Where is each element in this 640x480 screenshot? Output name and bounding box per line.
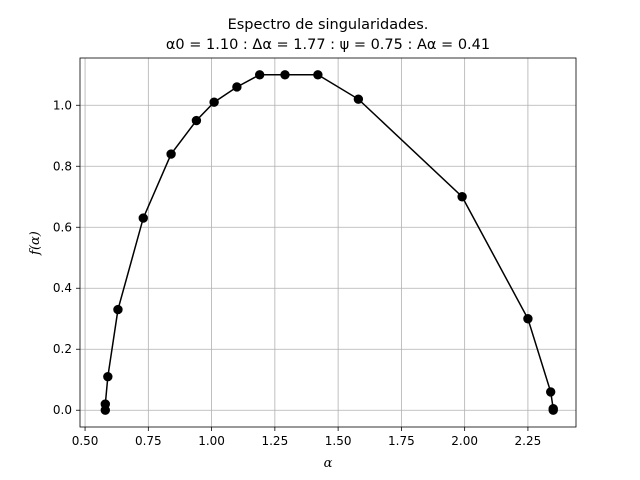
x-axis-label: α <box>324 456 333 471</box>
data-point <box>280 70 290 80</box>
data-point <box>254 70 265 80</box>
series-layer <box>100 70 558 415</box>
y-tick-label: 0.0 <box>53 403 72 417</box>
x-tick-label: 0.75 <box>135 434 162 448</box>
data-point <box>191 115 202 126</box>
chart-title-line2: α0 = 1.10 : Δα = 1.77 : ψ = 0.75 : Aα = … <box>166 37 490 53</box>
x-tick-label: 1.00 <box>198 434 225 448</box>
plot-frame <box>79 57 577 428</box>
data-point <box>353 94 364 104</box>
data-point <box>138 213 148 223</box>
x-tick-label: 1.75 <box>388 434 415 448</box>
y-tick-label: 0.8 <box>53 159 72 173</box>
x-tick-label: 2.25 <box>515 434 542 448</box>
grid <box>80 58 576 427</box>
x-tick-label: 1.50 <box>325 434 352 448</box>
y-tick-label: 0.4 <box>53 281 72 295</box>
data-point <box>457 192 467 202</box>
y-tick-label: 0.2 <box>53 342 72 356</box>
series-line <box>104 74 554 411</box>
data-point <box>232 82 242 92</box>
data-point <box>100 399 111 409</box>
data-point <box>523 314 533 324</box>
axis-ticks: 0.50 0.75 1.00 1.25 1.50 1.75 2.00 2.25 0.0 0.2 0.… <box>53 98 541 448</box>
x-tick-label: 1.25 <box>261 434 288 448</box>
data-point <box>548 405 558 415</box>
data-point <box>166 149 176 159</box>
y-tick-label: 1.0 <box>53 98 72 112</box>
x-tick-label: 2.00 <box>451 434 478 448</box>
y-tick-label: 0.6 <box>53 220 72 234</box>
x-tick-label: 0.50 <box>72 434 99 448</box>
data-point <box>103 371 113 382</box>
y-axis-label: f(α) <box>28 231 43 256</box>
chart-title-line1: Espectro de singularidades. <box>228 17 429 33</box>
data-point <box>113 304 123 315</box>
data-point <box>545 387 556 397</box>
data-point <box>313 70 323 80</box>
data-point <box>209 97 219 107</box>
